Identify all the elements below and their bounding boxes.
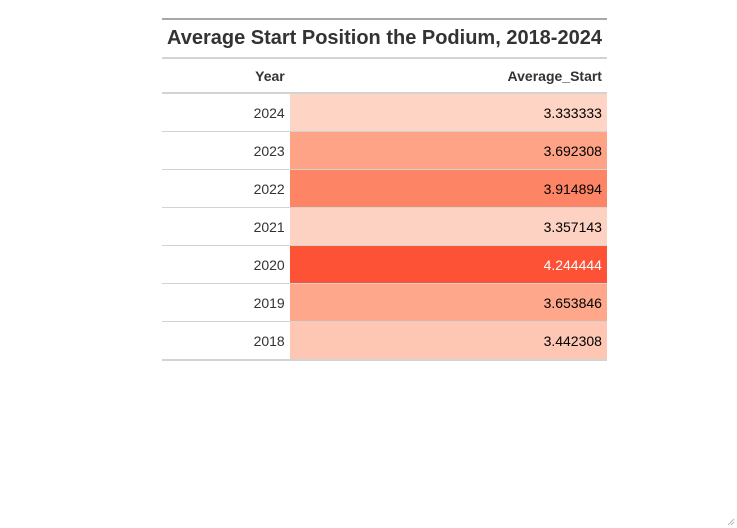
cell-year: 2023 bbox=[162, 131, 290, 170]
table-row: 2020 4.244444 bbox=[162, 245, 607, 284]
resize-grip-icon[interactable] bbox=[725, 516, 735, 526]
column-header-average-start: Average_Start bbox=[289, 58, 607, 94]
cell-year: 2021 bbox=[162, 207, 290, 246]
cell-year: 2024 bbox=[162, 92, 290, 132]
table-row: 2021 3.357143 bbox=[162, 207, 607, 246]
cell-average-start: 3.357143 bbox=[289, 207, 607, 246]
cell-average-start: 3.442308 bbox=[289, 321, 607, 360]
column-header-year: Year bbox=[162, 58, 290, 94]
cell-average-start: 3.653846 bbox=[289, 283, 607, 322]
cell-year: 2019 bbox=[162, 283, 290, 322]
cell-average-start: 4.244444 bbox=[289, 245, 607, 284]
table-body: 2024 3.333333 2023 3.692308 2022 3.914894 2021… bbox=[162, 92, 607, 360]
table-row: 2023 3.692308 bbox=[162, 131, 607, 170]
table-title: Average Start Position the Podium, 2018-… bbox=[162, 19, 607, 59]
table-row: 2018 3.442308 bbox=[162, 321, 607, 360]
cell-average-start: 3.914894 bbox=[289, 169, 607, 208]
cell-average-start: 3.333333 bbox=[289, 92, 607, 132]
table-row: 2024 3.333333 bbox=[162, 92, 607, 132]
cell-year: 2018 bbox=[162, 321, 290, 360]
data-table: Average Start Position the Podium, 2018-… bbox=[162, 18, 607, 361]
table-row: 2022 3.914894 bbox=[162, 169, 607, 208]
table-row: 2019 3.653846 bbox=[162, 283, 607, 322]
cell-average-start: 3.692308 bbox=[289, 131, 607, 170]
cell-year: 2020 bbox=[162, 245, 290, 284]
cell-year: 2022 bbox=[162, 169, 290, 208]
